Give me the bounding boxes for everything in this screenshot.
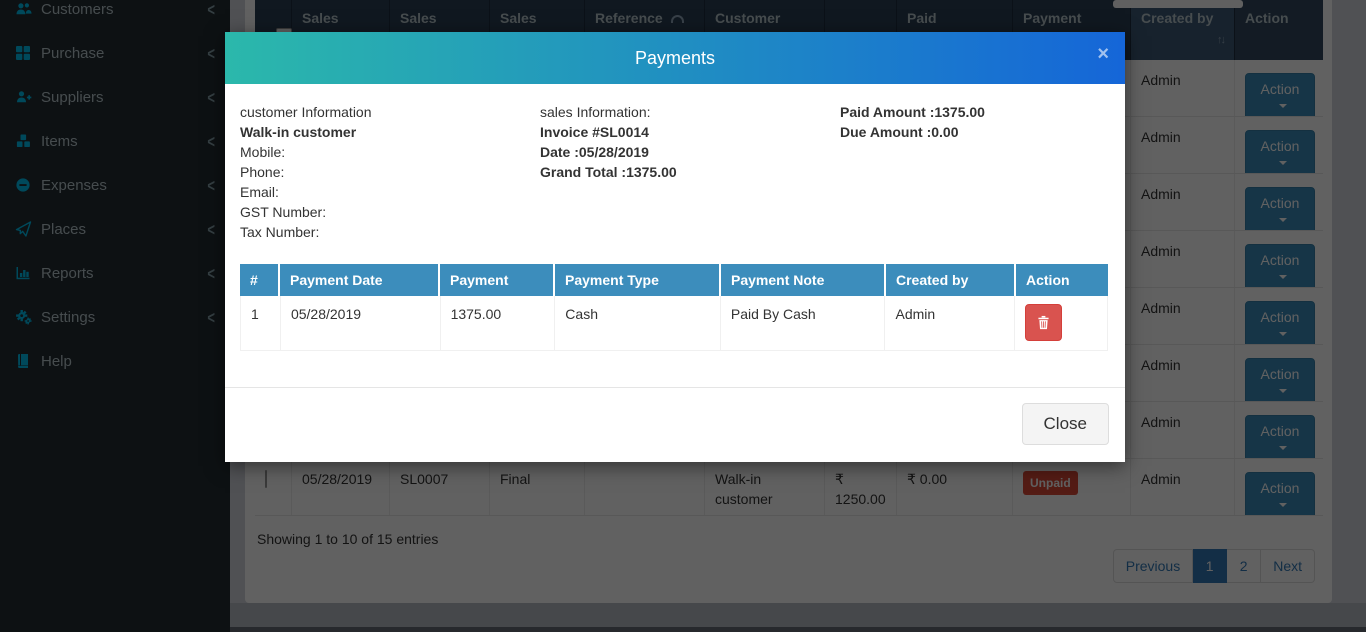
customer-mobile: Mobile: <box>240 144 286 160</box>
customer-information: customer Information Walk-in customer Mo… <box>240 102 372 242</box>
col-created-by: Created by <box>886 264 1016 296</box>
customer-gst: GST Number: <box>240 204 327 220</box>
invoice-number: Invoice #SL0014 <box>540 124 649 140</box>
col-payment: Payment <box>440 264 555 296</box>
amount-information: Paid Amount :1375.00 Due Amount :0.00 <box>840 102 985 142</box>
due-amount: Due Amount :0.00 <box>840 124 959 140</box>
col-number: # <box>240 264 280 296</box>
customer-phone: Phone: <box>240 164 285 180</box>
customer-email: Email: <box>240 184 279 200</box>
customer-info-heading: customer Information <box>240 104 372 120</box>
payment-date: 05/28/2019 <box>281 296 441 350</box>
payment-row: 1 05/28/2019 1375.00 Cash Paid By Cash A… <box>240 296 1108 351</box>
payment-type: Cash <box>555 296 721 350</box>
payment-note: Paid By Cash <box>721 296 886 350</box>
sales-info-heading: sales Information: <box>540 104 651 120</box>
payments-modal: Payments × customer Information Walk-in … <box>225 32 1125 462</box>
sales-information: sales Information: Invoice #SL0014 Date … <box>540 102 677 182</box>
payment-created-by: Admin <box>885 296 1016 350</box>
modal-title: Payments <box>634 47 716 68</box>
col-payment-date: Payment Date <box>280 264 440 296</box>
close-button[interactable]: Close <box>1021 403 1109 445</box>
close-icon[interactable]: × <box>1097 43 1109 65</box>
payments-table: # Payment Date Payment Payment Type Paym… <box>240 264 1108 351</box>
customer-name: Walk-in customer <box>240 124 357 140</box>
col-action: Action <box>1026 272 1070 288</box>
payments-table-header: # Payment Date Payment Payment Type Paym… <box>240 264 1108 296</box>
payment-number: 1 <box>241 296 281 350</box>
grand-total: Grand Total :1375.00 <box>540 164 677 180</box>
customer-tax: Tax Number: <box>240 224 320 240</box>
col-payment-type: Payment Type <box>555 264 721 296</box>
delete-payment-button[interactable] <box>1025 304 1063 341</box>
modal-footer: Close <box>225 387 1125 462</box>
modal-header: Payments × <box>225 32 1125 84</box>
sales-date: Date :05/28/2019 <box>540 144 649 160</box>
paid-amount: Paid Amount :1375.00 <box>840 104 985 120</box>
trash-icon <box>1038 315 1049 330</box>
payment-amount: 1375.00 <box>441 296 556 350</box>
col-payment-note: Payment Note <box>721 264 886 296</box>
